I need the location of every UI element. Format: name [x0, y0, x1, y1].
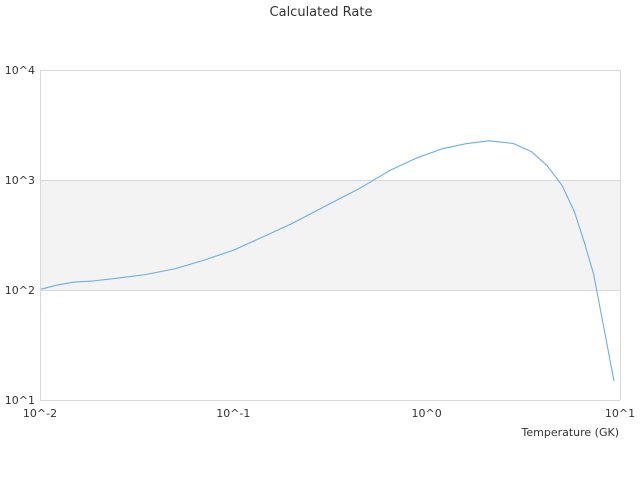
grid-band [40, 70, 620, 180]
x-tick-label: 10^0 [412, 407, 442, 420]
x-tick-label: 10^-2 [23, 407, 57, 420]
y-tick-label: 10^3 [5, 174, 35, 187]
y-tick-label: 10^4 [5, 64, 35, 77]
chart-title: Calculated Rate [270, 5, 373, 20]
x-tick-label: 10^1 [605, 407, 635, 420]
grid-bands [40, 70, 620, 400]
y-tick-label: 10^1 [5, 394, 35, 407]
x-tick-label: 10^-1 [216, 407, 250, 420]
grid-band [40, 290, 620, 400]
y-tick-label: 10^2 [5, 284, 35, 297]
grid-band [40, 180, 620, 290]
x-axis-label: Temperature (GK) [521, 426, 620, 439]
